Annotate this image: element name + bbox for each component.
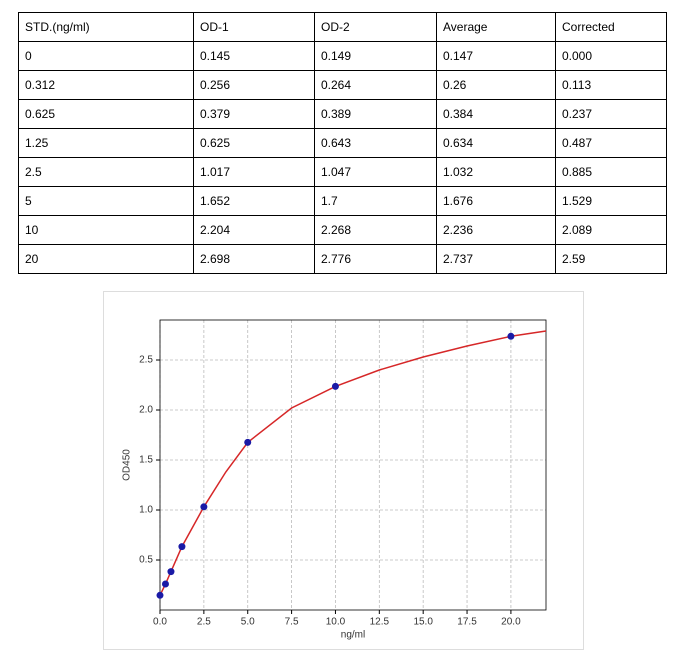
x-tick-label: 5.0 — [241, 617, 255, 628]
table-cell: 1.017 — [193, 157, 315, 187]
table-cell: 0.634 — [436, 128, 556, 158]
x-tick-label: 17.5 — [457, 617, 477, 628]
x-tick-label: 20.0 — [501, 617, 521, 628]
table-cell: 2.698 — [193, 244, 315, 274]
table-row: 10 2.204 2.268 2.236 2.089 — [18, 215, 667, 245]
table-cell: 0.389 — [314, 99, 437, 129]
table-row: 0 0.145 0.149 0.147 0.000 — [18, 41, 667, 71]
y-axis-label: OD450 — [122, 449, 133, 481]
y-tick-label: 2.5 — [139, 355, 153, 366]
data-point — [331, 382, 339, 390]
data-point — [167, 568, 175, 576]
x-tick-label: 15.0 — [413, 617, 433, 628]
y-tick-label: 2.0 — [139, 405, 153, 416]
data-point — [161, 580, 169, 588]
table-cell: 2.089 — [555, 215, 667, 245]
table-row: 0.625 0.379 0.389 0.384 0.237 — [18, 99, 667, 129]
x-tick-label: 12.5 — [370, 617, 390, 628]
chart-frame — [103, 291, 584, 650]
table-cell: 0.149 — [314, 41, 437, 71]
table-cell: 0.384 — [436, 99, 556, 129]
x-tick-label: 2.5 — [197, 617, 211, 628]
table-cell: 0.625 — [18, 99, 194, 129]
table-cell: 2.268 — [314, 215, 437, 245]
table-row: 5 1.652 1.7 1.676 1.529 — [18, 186, 667, 216]
table-cell: 0.885 — [555, 157, 667, 187]
table-cell: 5 — [18, 186, 194, 216]
table-cell: 0.145 — [193, 41, 315, 71]
data-point — [178, 543, 186, 551]
table-cell: 0.264 — [314, 70, 437, 100]
plot-area — [159, 319, 547, 611]
table-cell: 1.676 — [436, 186, 556, 216]
x-axis-label: ng/ml — [341, 630, 365, 641]
table-cell: 2.737 — [436, 244, 556, 274]
standard-table: STD.(ng/ml) OD-1 OD-2 Average Corrected 0 0.14… — [18, 12, 667, 274]
header-row: STD.(ng/ml) OD-1 OD-2 Average Corrected — [18, 12, 667, 42]
table-cell: 1.032 — [436, 157, 556, 187]
y-tick-label: 0.5 — [139, 555, 153, 566]
table-cell: 0.26 — [436, 70, 556, 100]
table-cell: 2.59 — [555, 244, 667, 274]
x-tick-label: 7.5 — [285, 617, 299, 628]
table-cell: Corrected — [555, 12, 667, 42]
table-cell: OD-1 — [193, 12, 315, 42]
table-row: 20 2.698 2.776 2.737 2.59 — [18, 244, 667, 274]
table-cell: Average — [436, 12, 556, 42]
table-cell: 20 — [18, 244, 194, 274]
table-cell: STD.(ng/ml) — [18, 12, 194, 42]
data-point — [200, 503, 208, 511]
data-point — [244, 438, 252, 446]
y-tick-label: 1.5 — [139, 455, 153, 466]
data-point — [156, 591, 164, 599]
x-tick-label: 10.0 — [326, 617, 346, 628]
x-tick-label: 0.0 — [153, 617, 167, 628]
data-point — [507, 332, 515, 340]
fit-curve — [159, 330, 547, 596]
y-tick-label: 1.0 — [139, 505, 153, 516]
table-cell: 0.625 — [193, 128, 315, 158]
table-cell: 2.776 — [314, 244, 437, 274]
